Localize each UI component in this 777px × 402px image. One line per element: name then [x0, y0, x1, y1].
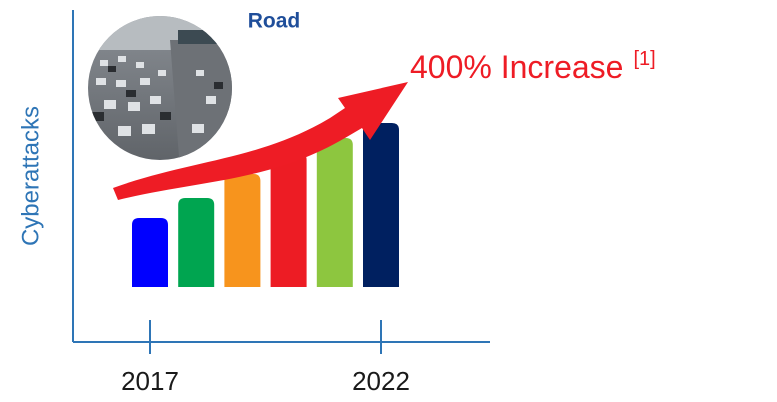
x-tick-label: 2017 [121, 366, 179, 396]
trend-arrow [113, 82, 408, 200]
bar [132, 218, 168, 287]
title-text: 400% Increase [410, 49, 623, 85]
bar [224, 174, 261, 287]
bar [363, 123, 399, 287]
bar [270, 153, 307, 287]
x-tick-label: 2022 [352, 366, 410, 396]
chart-title: 400% Increase [1] [410, 48, 656, 85]
photo-label: Road [248, 10, 301, 33]
bar [178, 198, 215, 287]
title-note: [1] [633, 48, 655, 70]
road-photo [88, 16, 232, 160]
bar [316, 138, 353, 287]
y-axis-label: Cyberattacks [17, 106, 44, 246]
